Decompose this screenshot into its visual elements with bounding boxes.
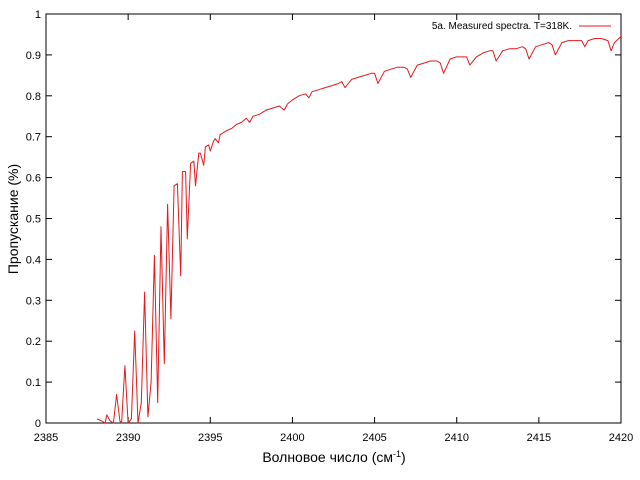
x-tick-label: 2390	[116, 432, 140, 444]
y-tick-label: 0.7	[26, 132, 41, 144]
x-tick-label: 2405	[362, 432, 386, 444]
x-tick-label: 2415	[527, 432, 551, 444]
legend: 5a. Measured spectra. T=318K.	[432, 21, 611, 32]
x-axis-title: Волновое число (см-1)	[262, 449, 405, 465]
y-tick-label: 0.2	[26, 336, 41, 348]
x-tick-label: 2410	[444, 432, 468, 444]
y-tick-label: 0.6	[26, 173, 41, 185]
x-axis-title-superscript: -1	[393, 449, 401, 459]
y-axis-title: Пропускание (%)	[5, 164, 21, 274]
x-tick-label: 2400	[280, 432, 304, 444]
y-tick-label: 0.3	[26, 295, 41, 307]
y-tick-label: 0.5	[26, 214, 41, 226]
plot-frame	[45, 13, 622, 424]
x-tick-label: 2385	[34, 432, 58, 444]
y-tick-label: 0.8	[26, 91, 41, 103]
y-tick-label: 0.9	[26, 50, 41, 62]
y-tick-label: 0	[35, 418, 41, 430]
y-tick-label: 0.1	[26, 377, 41, 389]
legend-label-series-1: 5a. Measured spectra. T=318K.	[432, 21, 572, 32]
x-tick-labels: 2385 2390 2395 2400 2405 2410 2415 2420	[34, 432, 633, 444]
y-tick-labels: 0 0.1 0.2 0.3 0.4 0.5 0.6 0.7 0.8 0.9 1	[26, 9, 41, 430]
x-tick-label: 2395	[198, 432, 222, 444]
y-tick-label: 1	[35, 9, 41, 21]
series-line-1	[96, 36, 622, 424]
x-axis-title-end: )	[401, 449, 406, 465]
tick-marks	[45, 13, 622, 424]
x-tick-label: 2420	[609, 432, 633, 444]
x-axis-title-text: Волновое число (см	[262, 449, 393, 465]
y-tick-label: 0.4	[26, 254, 41, 266]
series-group	[96, 36, 622, 424]
